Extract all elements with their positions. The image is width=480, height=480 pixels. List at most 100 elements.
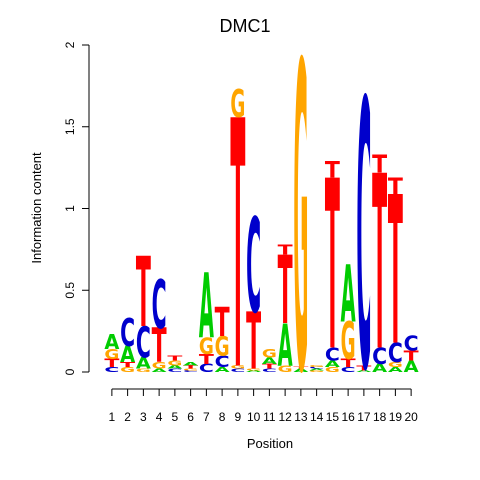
letter-A: A xyxy=(136,355,151,373)
letter-A: A xyxy=(167,365,182,370)
letter-C: C xyxy=(309,367,324,369)
letter-T: T xyxy=(104,357,119,370)
x-tick-label: 14 xyxy=(310,410,324,424)
letter-A: A xyxy=(215,366,231,373)
letter-T: T xyxy=(167,354,182,362)
y-axis-label: Information content xyxy=(29,152,44,264)
letter-C: C xyxy=(136,318,151,368)
letter-T: T xyxy=(356,364,371,372)
x-axis: 1 2 3 4 5 6 7 8 9 10 11 12 13 14 15 16 17 18 19 20 xyxy=(109,388,418,424)
letter-T: T xyxy=(404,349,420,364)
position-stack: ATG xyxy=(293,0,308,467)
letter-T: T xyxy=(278,242,294,257)
letter-G: G xyxy=(325,366,340,374)
x-tick-label: 4 xyxy=(156,410,163,424)
letter-T: T xyxy=(325,132,340,404)
letter-A: A xyxy=(278,313,293,380)
x-tick-label: 13 xyxy=(294,410,308,424)
letter-T: T xyxy=(136,238,151,350)
letter-A: A xyxy=(104,331,120,354)
letter-A: A xyxy=(341,250,356,341)
letter-C: C xyxy=(230,368,245,373)
x-tick-label: 9 xyxy=(235,410,242,424)
y-tick-label: 1.5 xyxy=(63,118,77,135)
x-axis-label: Position xyxy=(247,436,293,451)
letter-G: G xyxy=(293,0,308,467)
letter-T: T xyxy=(341,357,356,370)
letter-T: T xyxy=(183,364,198,369)
letter-A: A xyxy=(356,370,371,373)
letter-T: T xyxy=(246,297,261,388)
chart-title: DMC1 xyxy=(219,16,270,36)
x-tick-label: 12 xyxy=(278,410,292,424)
letter-G: G xyxy=(246,368,261,371)
x-tick-label: 2 xyxy=(124,410,131,424)
letter-G: G xyxy=(104,346,119,362)
letter-T: T xyxy=(325,157,341,183)
letter-G: G xyxy=(167,360,182,368)
letter-A: A xyxy=(152,368,167,373)
letter-T: T xyxy=(388,154,403,392)
x-tick-label: 18 xyxy=(373,410,387,424)
letter-G: G xyxy=(215,332,230,362)
letter-G: G xyxy=(388,361,403,369)
x-tick-label: 10 xyxy=(247,410,261,424)
letter-A: A xyxy=(183,362,198,367)
letter-T: T xyxy=(199,352,215,367)
letter-C: C xyxy=(152,266,167,344)
letter-C: C xyxy=(246,191,261,342)
letter-T: T xyxy=(120,361,135,369)
letter-A: A xyxy=(120,342,136,368)
letter-T: T xyxy=(278,238,293,347)
position-stack: ATC xyxy=(356,27,371,453)
x-tick-label: 1 xyxy=(109,410,116,424)
x-tick-label: 11 xyxy=(263,410,276,424)
x-tick-label: 19 xyxy=(389,410,403,424)
y-tick-label: 1 xyxy=(63,205,77,212)
y-tick-label: 0 xyxy=(63,368,77,375)
letter-C: C xyxy=(215,353,230,371)
letter-G: G xyxy=(341,312,356,372)
x-tick-label: 16 xyxy=(341,410,355,424)
letter-C: C xyxy=(262,368,277,373)
letter-G: G xyxy=(309,370,324,373)
letter-C: C xyxy=(356,27,371,453)
letter-A: A xyxy=(199,256,214,360)
letter-G: G xyxy=(309,365,324,368)
letter-G: G xyxy=(152,361,167,371)
letter-C: C xyxy=(199,362,214,375)
letter-C: C xyxy=(104,366,119,374)
letter-G: G xyxy=(136,368,151,373)
letter-A: A xyxy=(309,368,324,371)
letter-C: C xyxy=(388,337,403,369)
letter-G: G xyxy=(262,347,277,360)
letter-T: T xyxy=(215,299,230,346)
letter-G: G xyxy=(230,83,245,128)
letter-C: C xyxy=(372,344,387,370)
letter-C: C xyxy=(325,344,340,365)
letter-T: T xyxy=(388,174,404,200)
x-tick-label: 6 xyxy=(187,410,194,424)
x-tick-label: 3 xyxy=(140,410,147,424)
letter-A: A xyxy=(372,361,388,374)
y-tick-label: 0.5 xyxy=(63,282,77,299)
letter-T: T xyxy=(372,149,387,179)
letter-T: T xyxy=(152,319,167,374)
letter-T: T xyxy=(293,367,308,370)
